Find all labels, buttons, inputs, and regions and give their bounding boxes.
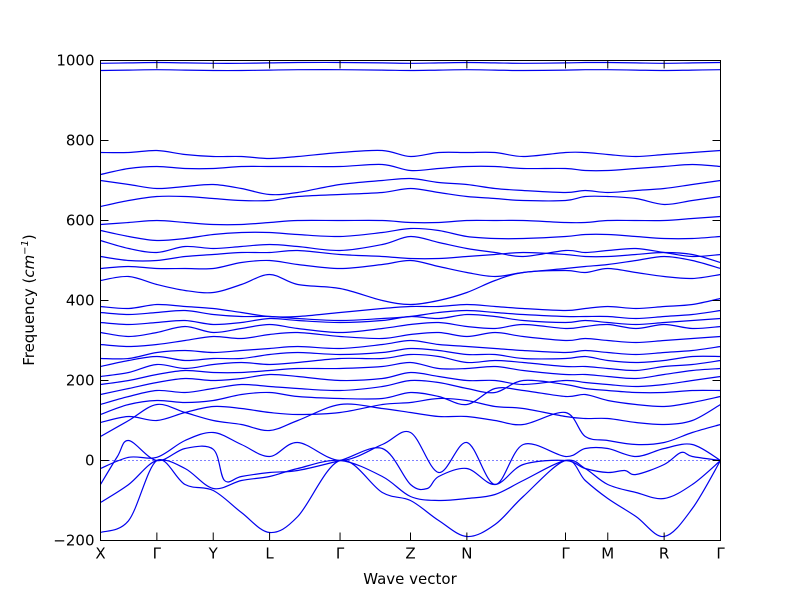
band-line-4 (100, 430, 721, 486)
x-tick-label: R (659, 545, 669, 563)
y-axis: −200 0 200 400 600 800 1000 (53, 52, 721, 550)
band-line-27 (100, 163, 721, 176)
band-line-24 (100, 215, 721, 226)
plot-frame (100, 60, 721, 541)
y-tick-label: 600 (66, 212, 95, 230)
y-axis-title: Frequency (cm−1) (20, 234, 38, 366)
x-tick-label: M (601, 545, 614, 563)
band-line-26 (100, 177, 721, 196)
y-tick-label: 200 (66, 372, 95, 390)
x-axis-title: Wave vector (363, 570, 457, 588)
x-tick-label: N (461, 545, 472, 563)
y-tick-label: −200 (53, 532, 94, 550)
y-tick-label: 0 (85, 452, 95, 470)
band-line-28 (100, 149, 721, 160)
band-line-11 (100, 353, 721, 378)
band-line-12 (100, 347, 721, 368)
band-line-19 (100, 267, 721, 306)
y-axis-title-main: Frequency ( (20, 278, 38, 366)
band-line-18 (100, 297, 721, 318)
band-line-13 (100, 339, 721, 360)
x-tick-label: L (265, 545, 274, 563)
y-tick-label: 1000 (56, 52, 94, 70)
band-line-3 (99, 439, 721, 491)
x-tick-label: Γ (716, 545, 725, 563)
band-line-15 (100, 321, 721, 338)
band-line-8 (100, 379, 721, 406)
band-line-1 (100, 459, 722, 538)
x-tick-label: Z (405, 545, 415, 563)
y-axis-title-close: ) (20, 234, 38, 240)
band-line-9 (100, 371, 721, 396)
band-line-7 (100, 387, 721, 416)
band-line-2 (100, 459, 721, 504)
band-line-20 (100, 255, 721, 278)
y-axis-title-exponent: −1 (20, 240, 31, 255)
band-line-16 (100, 313, 721, 326)
band-line-17 (100, 309, 721, 322)
band-line-5 (100, 403, 721, 446)
band-line-10 (100, 361, 721, 386)
band-line-14 (100, 331, 721, 348)
x-tick-label: Y (208, 545, 219, 563)
band-line-29 (100, 69, 721, 72)
band-line-23 (100, 227, 721, 242)
y-tick-label: 400 (66, 292, 95, 310)
band-lines (99, 61, 722, 538)
x-tick-label: X (95, 545, 105, 563)
x-tick-label: Γ (561, 545, 570, 563)
x-tick-label: Γ (153, 545, 162, 563)
y-axis-title-unit: cm (20, 255, 38, 278)
band-line-6 (100, 397, 721, 426)
x-tick-label: Γ (336, 545, 345, 563)
band-line-30 (100, 61, 721, 64)
band-line-22 (100, 235, 721, 258)
band-line-25 (100, 187, 721, 208)
band-line-21 (100, 249, 721, 264)
y-tick-label: 800 (66, 132, 95, 150)
